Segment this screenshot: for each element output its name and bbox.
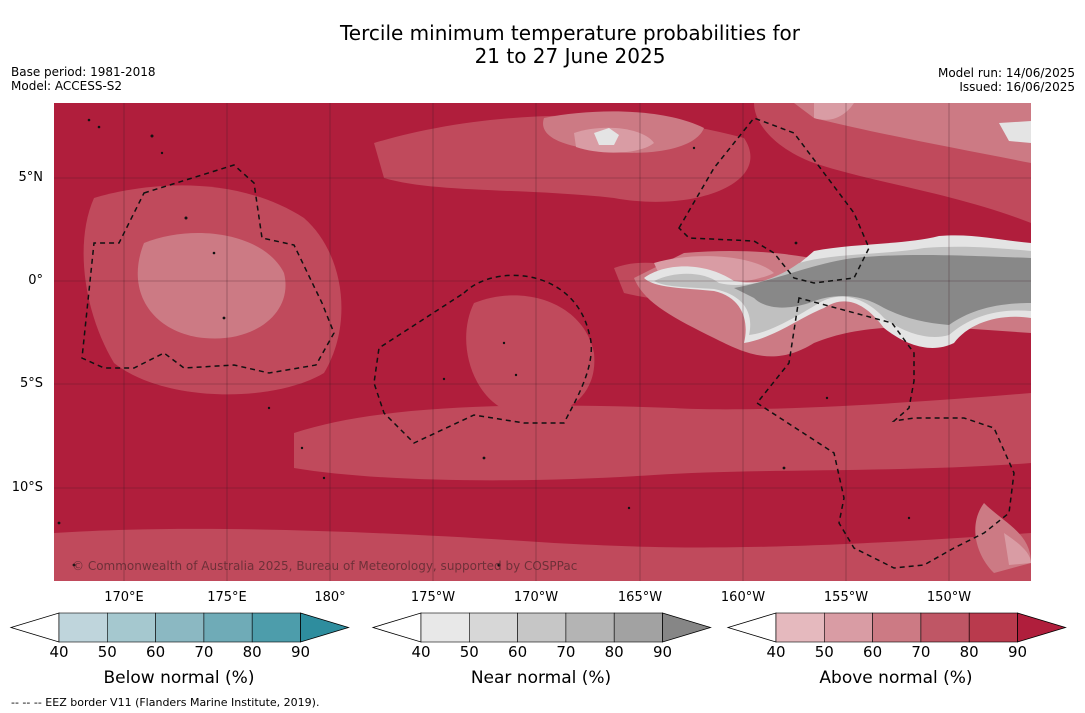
colorbar-tick-label: 50 — [97, 643, 117, 661]
title-line-1: Tercile minimum temperature probabilitie… — [339, 21, 801, 45]
lat-label-5s: 5°S — [19, 376, 43, 391]
colorbar-left-arrow — [371, 612, 422, 643]
colorbar-tick-label: 80 — [604, 643, 624, 661]
lon-label-180: 180° — [314, 590, 346, 605]
colorbar-segment — [565, 612, 615, 643]
colorbar-segment — [58, 612, 108, 643]
colorbar-tick-label: 40 — [411, 643, 431, 661]
lon-label-165w: 165°W — [617, 590, 663, 605]
lat-label-5n: 5°N — [18, 170, 44, 185]
model-run-date: Model run: 14/06/2025 — [937, 66, 1075, 80]
colorbar-tick-label: 70 — [556, 643, 576, 661]
base-period: Base period: 1981-2018 — [11, 65, 156, 79]
colorbar-segment — [107, 612, 156, 643]
colorbar-above-normal — [726, 612, 1067, 643]
lon-label-160w: 160°W — [720, 590, 766, 605]
colorbars — [9, 612, 1067, 643]
lon-label-175w: 175°W — [410, 590, 456, 605]
copyright-notice: © Commonwealth of Australia 2025, Bureau… — [72, 559, 578, 573]
title-line-2: 21 to 27 June 2025 — [474, 44, 666, 68]
colorbar-tick-label: 40 — [766, 643, 786, 661]
colorbar-tick-label: 50 — [814, 643, 834, 661]
colorbar-tick-label: 90 — [652, 643, 673, 661]
colorbar-tick-label: 90 — [1007, 643, 1028, 661]
colorbar-segment — [775, 612, 825, 643]
lon-label-155w: 155°W — [823, 590, 869, 605]
colorbar-segment — [920, 612, 970, 643]
probability-map — [54, 103, 1031, 581]
colorbar-segment — [420, 612, 470, 643]
lon-label-150w: 150°W — [926, 590, 972, 605]
colorbar-tick-label: 40 — [49, 643, 69, 661]
issued-date: Issued: 16/06/2025 — [959, 80, 1075, 94]
colorbar-right-arrow — [662, 612, 712, 643]
eez-borders — [81, 117, 1015, 569]
colorbar-tick-label: 50 — [459, 643, 479, 661]
colorbar-segment — [468, 612, 518, 643]
map-canvas — [54, 103, 1031, 581]
lat-label-0: 0° — [28, 273, 43, 288]
colorbar-tick-label: 60 — [508, 643, 528, 661]
colorbar-tick-label: 60 — [863, 643, 883, 661]
colorbar-left-arrow — [9, 612, 60, 643]
lon-label-175e: 175°E — [207, 590, 247, 605]
colorbar-segment — [613, 612, 663, 643]
colorbar-title-above: Above normal (%) — [819, 668, 973, 688]
meta-right: Model run: 14/06/2025 Issued: 16/06/2025 — [938, 66, 1075, 94]
colorbar-title-below: Below normal (%) — [103, 668, 255, 688]
colorbar-segment — [968, 612, 1018, 643]
model-name: Model: ACCESS-S2 — [11, 79, 123, 93]
colorbar-tick-label: 80 — [959, 643, 979, 661]
colorbar-segment — [823, 612, 873, 643]
colorbar-title-near: Near normal (%) — [470, 668, 612, 688]
colorbar-tick-label: 70 — [911, 643, 931, 661]
near-80-regions — [734, 254, 1031, 325]
island-specks — [57, 118, 911, 567]
colorbar-left-arrow — [726, 612, 777, 643]
eez-footnote: -- -- -- EEZ border V11 (Flanders Marine… — [11, 696, 320, 709]
colorbar-segment — [872, 612, 922, 643]
colorbar-below-normal — [9, 612, 350, 643]
colorbar-tick-label: 60 — [146, 643, 166, 661]
meta-left: Base period: 1981-2018 Model: ACCESS-S2 — [11, 65, 156, 93]
colorbar-tick-label: 80 — [242, 643, 262, 661]
colorbar-segment — [517, 612, 567, 643]
colorbar-right-arrow — [1017, 612, 1067, 643]
colorbar-right-arrow — [300, 612, 350, 643]
colorbar-tick-label: 90 — [290, 643, 311, 661]
colorbar-segment — [251, 612, 301, 643]
colorbar-segment — [203, 612, 253, 643]
map-title: Tercile minimum temperature probabilitie… — [0, 22, 1085, 68]
colorbar-tick-label: 70 — [194, 643, 214, 661]
colorbar-near-normal — [371, 612, 712, 643]
lon-label-170e: 170°E — [104, 590, 144, 605]
lat-label-10s: 10°S — [11, 480, 43, 495]
lon-label-170w: 170°W — [513, 590, 559, 605]
colorbar-segment — [155, 612, 205, 643]
